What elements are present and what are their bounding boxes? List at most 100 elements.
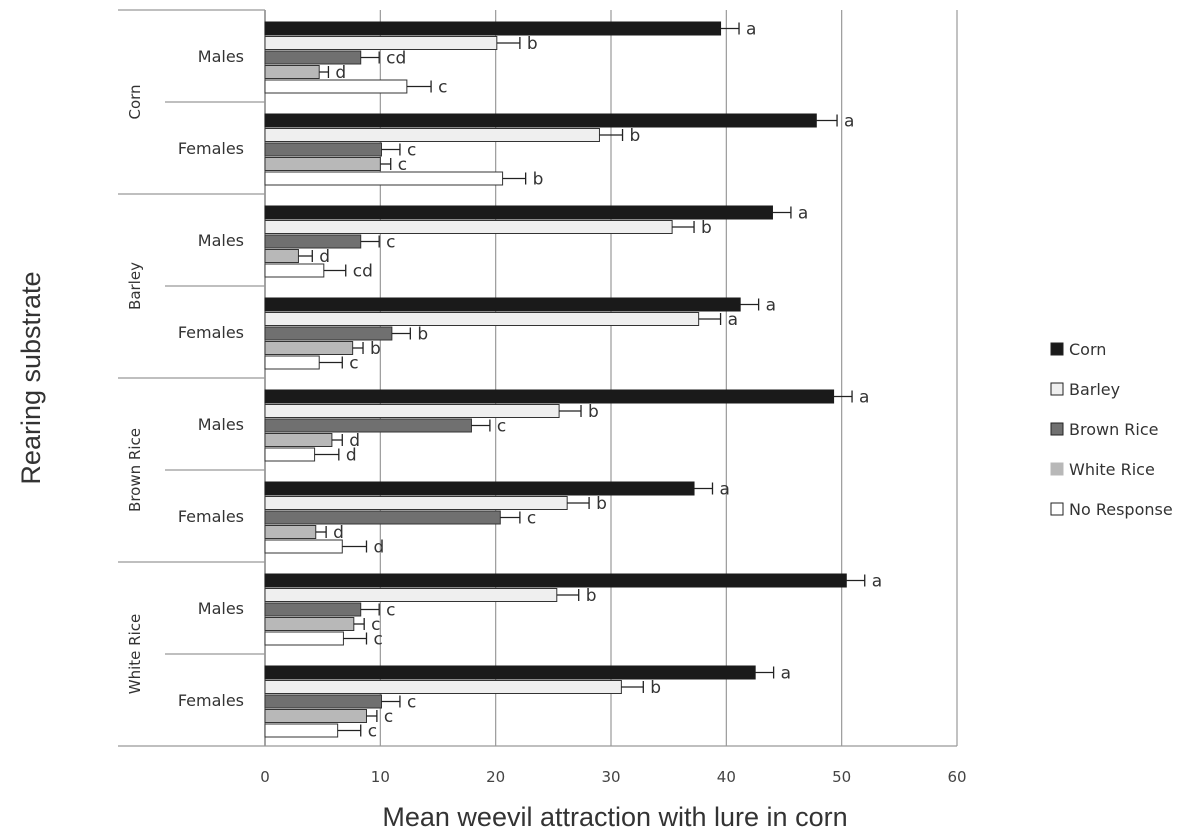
y-axis-title: Rearing substrate <box>16 271 46 484</box>
legend-label: White Rice <box>1069 460 1155 479</box>
significance-letter: c <box>407 693 416 713</box>
bar-corn <box>264 113 817 128</box>
bar-corn <box>264 389 835 404</box>
significance-letter: b <box>596 494 607 514</box>
significance-letter: c <box>371 615 380 635</box>
category-frame <box>118 9 957 747</box>
bar-barley <box>264 680 622 694</box>
significance-letter: d <box>333 523 344 543</box>
bar-brown-rice <box>264 234 362 249</box>
x-tick-label: 40 <box>717 768 736 786</box>
bar-brown-rice <box>264 510 501 525</box>
x-tick-label: 20 <box>486 768 505 786</box>
x-tick-label: 60 <box>947 768 966 786</box>
significance-letter: c <box>368 722 377 742</box>
bar-no-response <box>264 263 325 278</box>
significance-letter: a <box>798 204 808 224</box>
bar-white-rice <box>264 65 320 79</box>
substrate-label: Brown Rice <box>126 428 144 512</box>
bar-brown-rice <box>264 694 382 709</box>
significance-letter: a <box>719 480 729 500</box>
sex-label: Males <box>198 415 244 434</box>
x-tick-label: 0 <box>260 768 270 786</box>
bar-corn <box>264 665 756 680</box>
legend: Corn Barley Brown Rice White Rice No Respons… <box>1050 340 1173 519</box>
x-tick-label: 30 <box>601 768 620 786</box>
significance-letter: b <box>370 339 381 359</box>
significance-letter: c <box>386 233 395 253</box>
bar-white-rice <box>264 249 299 263</box>
bar-brown-rice <box>264 418 472 433</box>
substrate-label: Corn <box>126 84 144 119</box>
significance-letter: c <box>438 78 447 98</box>
bar-white-rice <box>264 709 367 723</box>
significance-letter: c <box>497 417 506 437</box>
significance-letter: b <box>527 34 538 54</box>
sex-label: Females <box>178 507 244 526</box>
significance-letter: a <box>766 296 776 316</box>
significance-letter: d <box>373 538 384 558</box>
sex-label: Males <box>198 47 244 66</box>
significance-letter: b <box>701 218 712 238</box>
legend-swatch <box>1050 502 1064 516</box>
bar-corn <box>264 205 773 220</box>
bar-white-rice <box>264 157 381 171</box>
bar-no-response <box>264 631 344 646</box>
significance-letter: b <box>533 170 544 190</box>
bar-corn <box>264 297 741 312</box>
bar-barley <box>264 588 558 602</box>
sex-label: Females <box>178 323 244 342</box>
bar-corn <box>264 481 695 496</box>
significance-letter: a <box>844 112 854 132</box>
legend-swatch <box>1050 422 1064 436</box>
sex-label: Males <box>198 231 244 250</box>
significance-letter: d <box>319 247 330 267</box>
significance-letter: c <box>407 141 416 161</box>
significance-letter: d <box>346 446 357 466</box>
significance-letter: a <box>872 572 882 592</box>
legend-label: Brown Rice <box>1069 420 1159 439</box>
bar-no-response <box>264 539 343 554</box>
bars <box>264 21 866 738</box>
significance-letter: cd <box>386 49 406 69</box>
substrate-label: Barley <box>126 262 144 310</box>
bar-no-response <box>264 447 316 462</box>
significance-letter: cd <box>353 262 373 282</box>
significance-letter: b <box>586 586 597 606</box>
bar-barley <box>264 496 568 510</box>
bar-barley <box>264 404 560 418</box>
significance-letter: c <box>386 601 395 621</box>
legend-label: Corn <box>1069 340 1106 359</box>
bar-brown-rice <box>264 50 362 65</box>
legend-swatch <box>1050 342 1064 356</box>
significance-letter: b <box>588 402 599 422</box>
bar-no-response <box>264 171 504 186</box>
significance-letter: c <box>349 354 358 374</box>
bar-no-response <box>264 355 320 370</box>
significance-letter: c <box>527 509 536 529</box>
bar-brown-rice <box>264 602 362 617</box>
significance-letter: c <box>398 155 407 175</box>
bar-barley <box>264 220 673 234</box>
x-tick-label: 10 <box>371 768 390 786</box>
bar-barley <box>264 36 498 50</box>
bar-white-rice <box>264 525 317 539</box>
legend-swatch <box>1050 382 1064 396</box>
significance-letter: c <box>384 707 393 727</box>
legend-label: No Response <box>1069 500 1173 519</box>
bar-barley <box>264 128 600 142</box>
sex-label: Females <box>178 139 244 158</box>
significance-letter: a <box>746 20 756 40</box>
significance-letter: b <box>417 325 428 345</box>
significance-letter: b <box>630 126 641 146</box>
significance-letter: c <box>373 630 382 650</box>
x-tick-label: 50 <box>832 768 851 786</box>
bar-white-rice <box>264 341 354 355</box>
x-axis-title: Mean weevil attraction with lure in corn <box>382 802 847 832</box>
significance-letter: d <box>335 63 346 83</box>
significance-letter: a <box>781 664 791 684</box>
legend-label: Barley <box>1069 380 1120 399</box>
bar-brown-rice <box>264 142 382 157</box>
substrate-label: White Rice <box>126 614 144 694</box>
